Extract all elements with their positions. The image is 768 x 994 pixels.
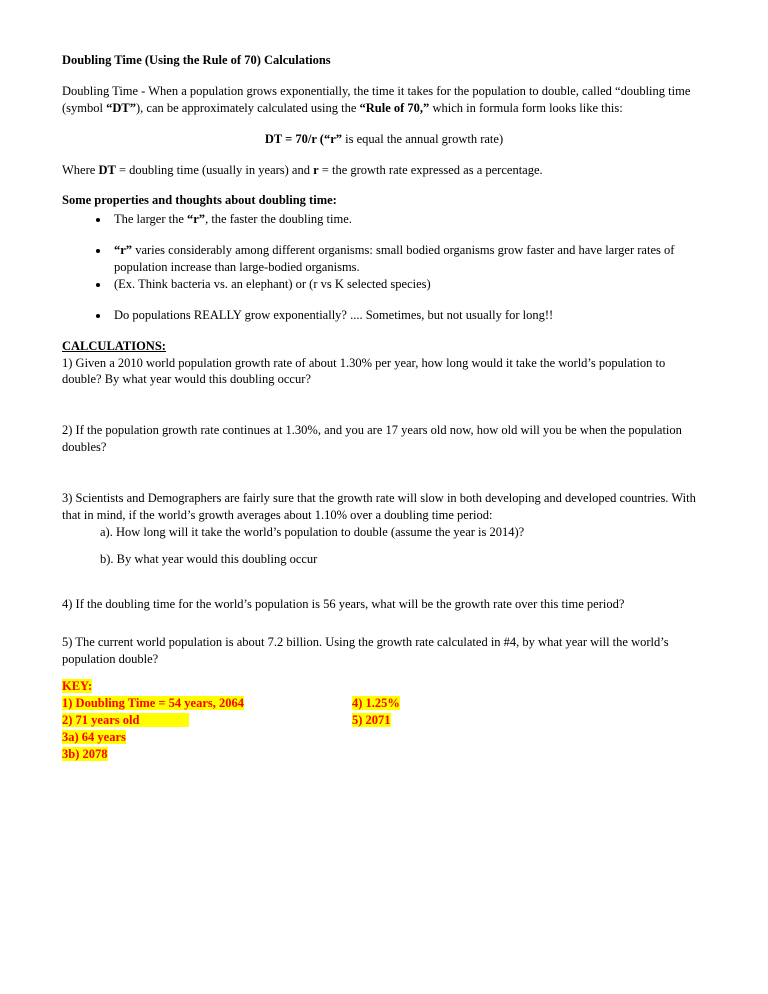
properties-list-2: “r” varies considerably among different … [62, 242, 706, 293]
bullet-item: “r” varies considerably among different … [110, 242, 706, 276]
formula-eq: DT = 70/r ( [265, 132, 324, 146]
key-a1: 1) Doubling Time = 54 years, 2064 [62, 696, 244, 710]
question-2: 2) If the population growth rate continu… [62, 422, 706, 456]
question-4: 4) If the doubling time for the world’s … [62, 596, 706, 613]
document-page: Doubling Time (Using the Rule of 70) Cal… [0, 0, 768, 803]
key-a2: 2) 71 years old [62, 713, 189, 727]
question-3a: a). How long will it take the world’s po… [62, 524, 706, 541]
key-a3a: 3a) 64 years [62, 730, 126, 744]
bullet-item: The larger the “r”, the faster the doubl… [110, 211, 706, 228]
question-3b: b). By what year would this doubling occ… [62, 551, 706, 568]
text: ), can be approximately calculated using… [136, 101, 360, 115]
properties-list-3: Do populations REALLY grow exponentially… [62, 307, 706, 324]
calculations-section: CALCULATIONS: [62, 338, 706, 355]
properties-list: The larger the “r”, the faster the doubl… [62, 211, 706, 228]
formula-r: “r” [324, 132, 342, 146]
key-a3b: 3b) 2078 [62, 747, 108, 761]
key-a4: 4) 1.25% [352, 696, 400, 710]
intro-paragraph: Doubling Time - When a population grows … [62, 83, 706, 117]
r-bold: “r” [187, 212, 205, 226]
dt-symbol: “DT” [106, 101, 136, 115]
text: , the faster the doubling time. [205, 212, 352, 226]
bullet-item: (Ex. Think bacteria vs. an elephant) or … [110, 276, 706, 293]
text: = doubling time (usually in years) and [116, 163, 313, 177]
formula-rest: is equal the annual growth rate) [342, 132, 503, 146]
text: varies considerably among different orga… [114, 243, 674, 274]
rule-70: “Rule of 70,” [360, 101, 430, 115]
question-1: 1) Given a 2010 world population growth … [62, 355, 706, 389]
key-head: KEY: [62, 679, 92, 693]
page-title: Doubling Time (Using the Rule of 70) Cal… [62, 52, 706, 69]
answer-key: KEY: 1) Doubling Time = 54 years, 2064 4… [62, 678, 706, 762]
text: which in formula form looks like this: [429, 101, 622, 115]
properties-head: Some properties and thoughts about doubl… [62, 192, 706, 209]
calc-head: CALCULATIONS: [62, 339, 166, 353]
r-bold: “r” [114, 243, 132, 257]
question-3: 3) Scientists and Demographers are fairl… [62, 490, 706, 524]
text: Where [62, 163, 98, 177]
where-dt: DT [98, 163, 115, 177]
bullet-item: Do populations REALLY grow exponentially… [110, 307, 706, 324]
where-line: Where DT = doubling time (usually in yea… [62, 162, 706, 179]
text: The larger the [114, 212, 187, 226]
key-a5: 5) 2071 [352, 713, 391, 727]
formula-line: DT = 70/r (“r” is equal the annual growt… [62, 131, 706, 148]
question-5: 5) The current world population is about… [62, 634, 706, 668]
text: = the growth rate expressed as a percent… [319, 163, 543, 177]
